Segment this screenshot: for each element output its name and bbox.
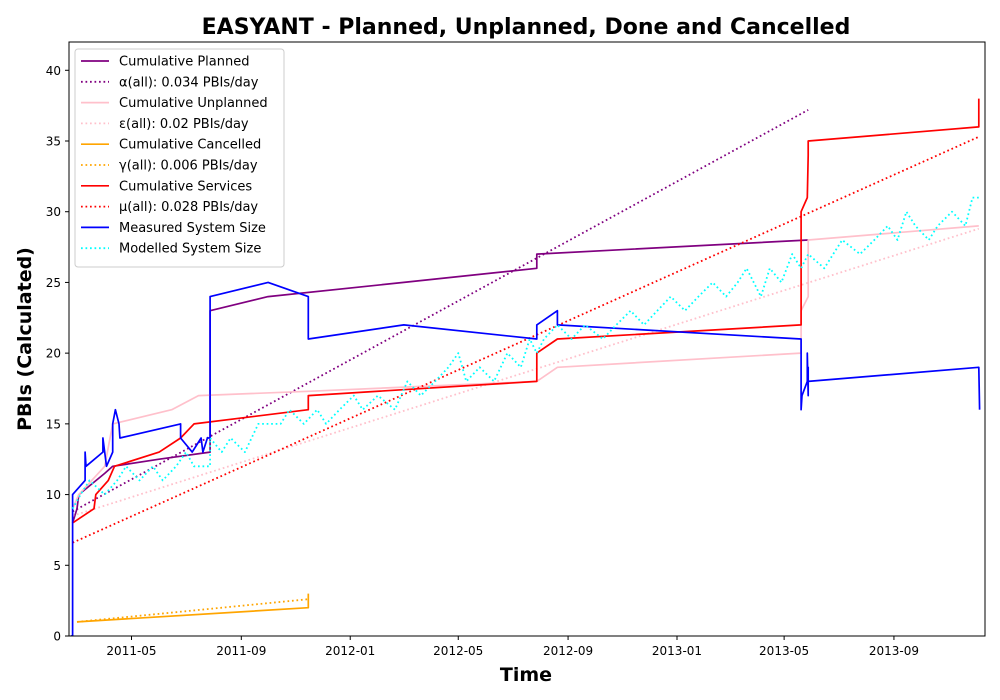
- legend-label-modelled-system-size: Modelled System Size: [119, 242, 261, 257]
- y-tick-label: 10: [46, 488, 61, 502]
- series-cumulative-services: [72, 98, 980, 524]
- x-tick-label: 2013-05: [759, 644, 809, 658]
- y-tick-label: 40: [46, 64, 61, 78]
- legend-label-measured-system-size: Measured System Size: [119, 221, 266, 236]
- series-cumulative-cancelled: [76, 593, 310, 623]
- x-tick-label: 2012-01: [325, 644, 375, 658]
- axes-layer: 2011-05 2011-09 2012-01 2012-05 2012-09 2013-…: [46, 41, 986, 658]
- y-tick-label: 30: [46, 205, 61, 219]
- legend-label-cumulative-services: Cumulative Services: [119, 179, 252, 194]
- legend-box: [74, 48, 285, 268]
- plot-frame: [68, 41, 986, 637]
- series-all-0-02-pbis-day: [72, 227, 980, 517]
- y-tick-label: 25: [46, 276, 61, 290]
- y-tick-label: 35: [46, 135, 61, 149]
- x-tick-label: 2013-09: [869, 644, 919, 658]
- series-cumulative-planned: [71, 239, 809, 524]
- legend-label-all-0-02-pbis-day: ε(all): 0.02 PBIs/day: [119, 117, 249, 132]
- x-axis-title: Time: [500, 664, 552, 686]
- series-measured-system-size: [70, 281, 981, 636]
- x-tick-label: 2012-09: [543, 644, 593, 658]
- series-all-0-006-pbis-day: [76, 598, 309, 623]
- y-axis-title: PBIs (Calculated): [14, 247, 36, 431]
- x-tick-label: 2013-01: [652, 644, 702, 658]
- x-tick-label: 2012-05: [433, 644, 483, 658]
- legend-label-cumulative-unplanned: Cumulative Unplanned: [119, 96, 268, 111]
- series-layer: [70, 98, 981, 636]
- legend-label-all-0-034-pbis-day: α(all): 0.034 PBIs/day: [119, 75, 259, 90]
- series-all-0-028-pbis-day: [72, 135, 980, 544]
- y-tick-label: 15: [46, 417, 61, 431]
- legend: Cumulative Planned α(all): 0.034 PBIs/day…: [74, 48, 285, 268]
- series-modelled-system-size: [71, 196, 979, 510]
- chart-title: EASYANT - Planned, Unplanned, Done and C…: [202, 15, 851, 40]
- legend-label-cumulative-cancelled: Cumulative Cancelled: [119, 138, 261, 153]
- legend-label-cumulative-planned: Cumulative Planned: [119, 55, 249, 70]
- series-all-0-034-pbis-day: [72, 109, 809, 513]
- legend-label-all-0-006-pbis-day: γ(all): 0.006 PBIs/day: [119, 159, 258, 174]
- x-tick-label: 2011-05: [106, 644, 156, 658]
- y-tick-label: 5: [53, 559, 61, 573]
- legend-label-all-0-028-pbis-day: μ(all): 0.028 PBIs/day: [119, 200, 258, 215]
- x-tick-label: 2011-09: [216, 644, 266, 658]
- y-tick-label: 0: [53, 630, 61, 644]
- y-tick-label: 20: [46, 347, 61, 361]
